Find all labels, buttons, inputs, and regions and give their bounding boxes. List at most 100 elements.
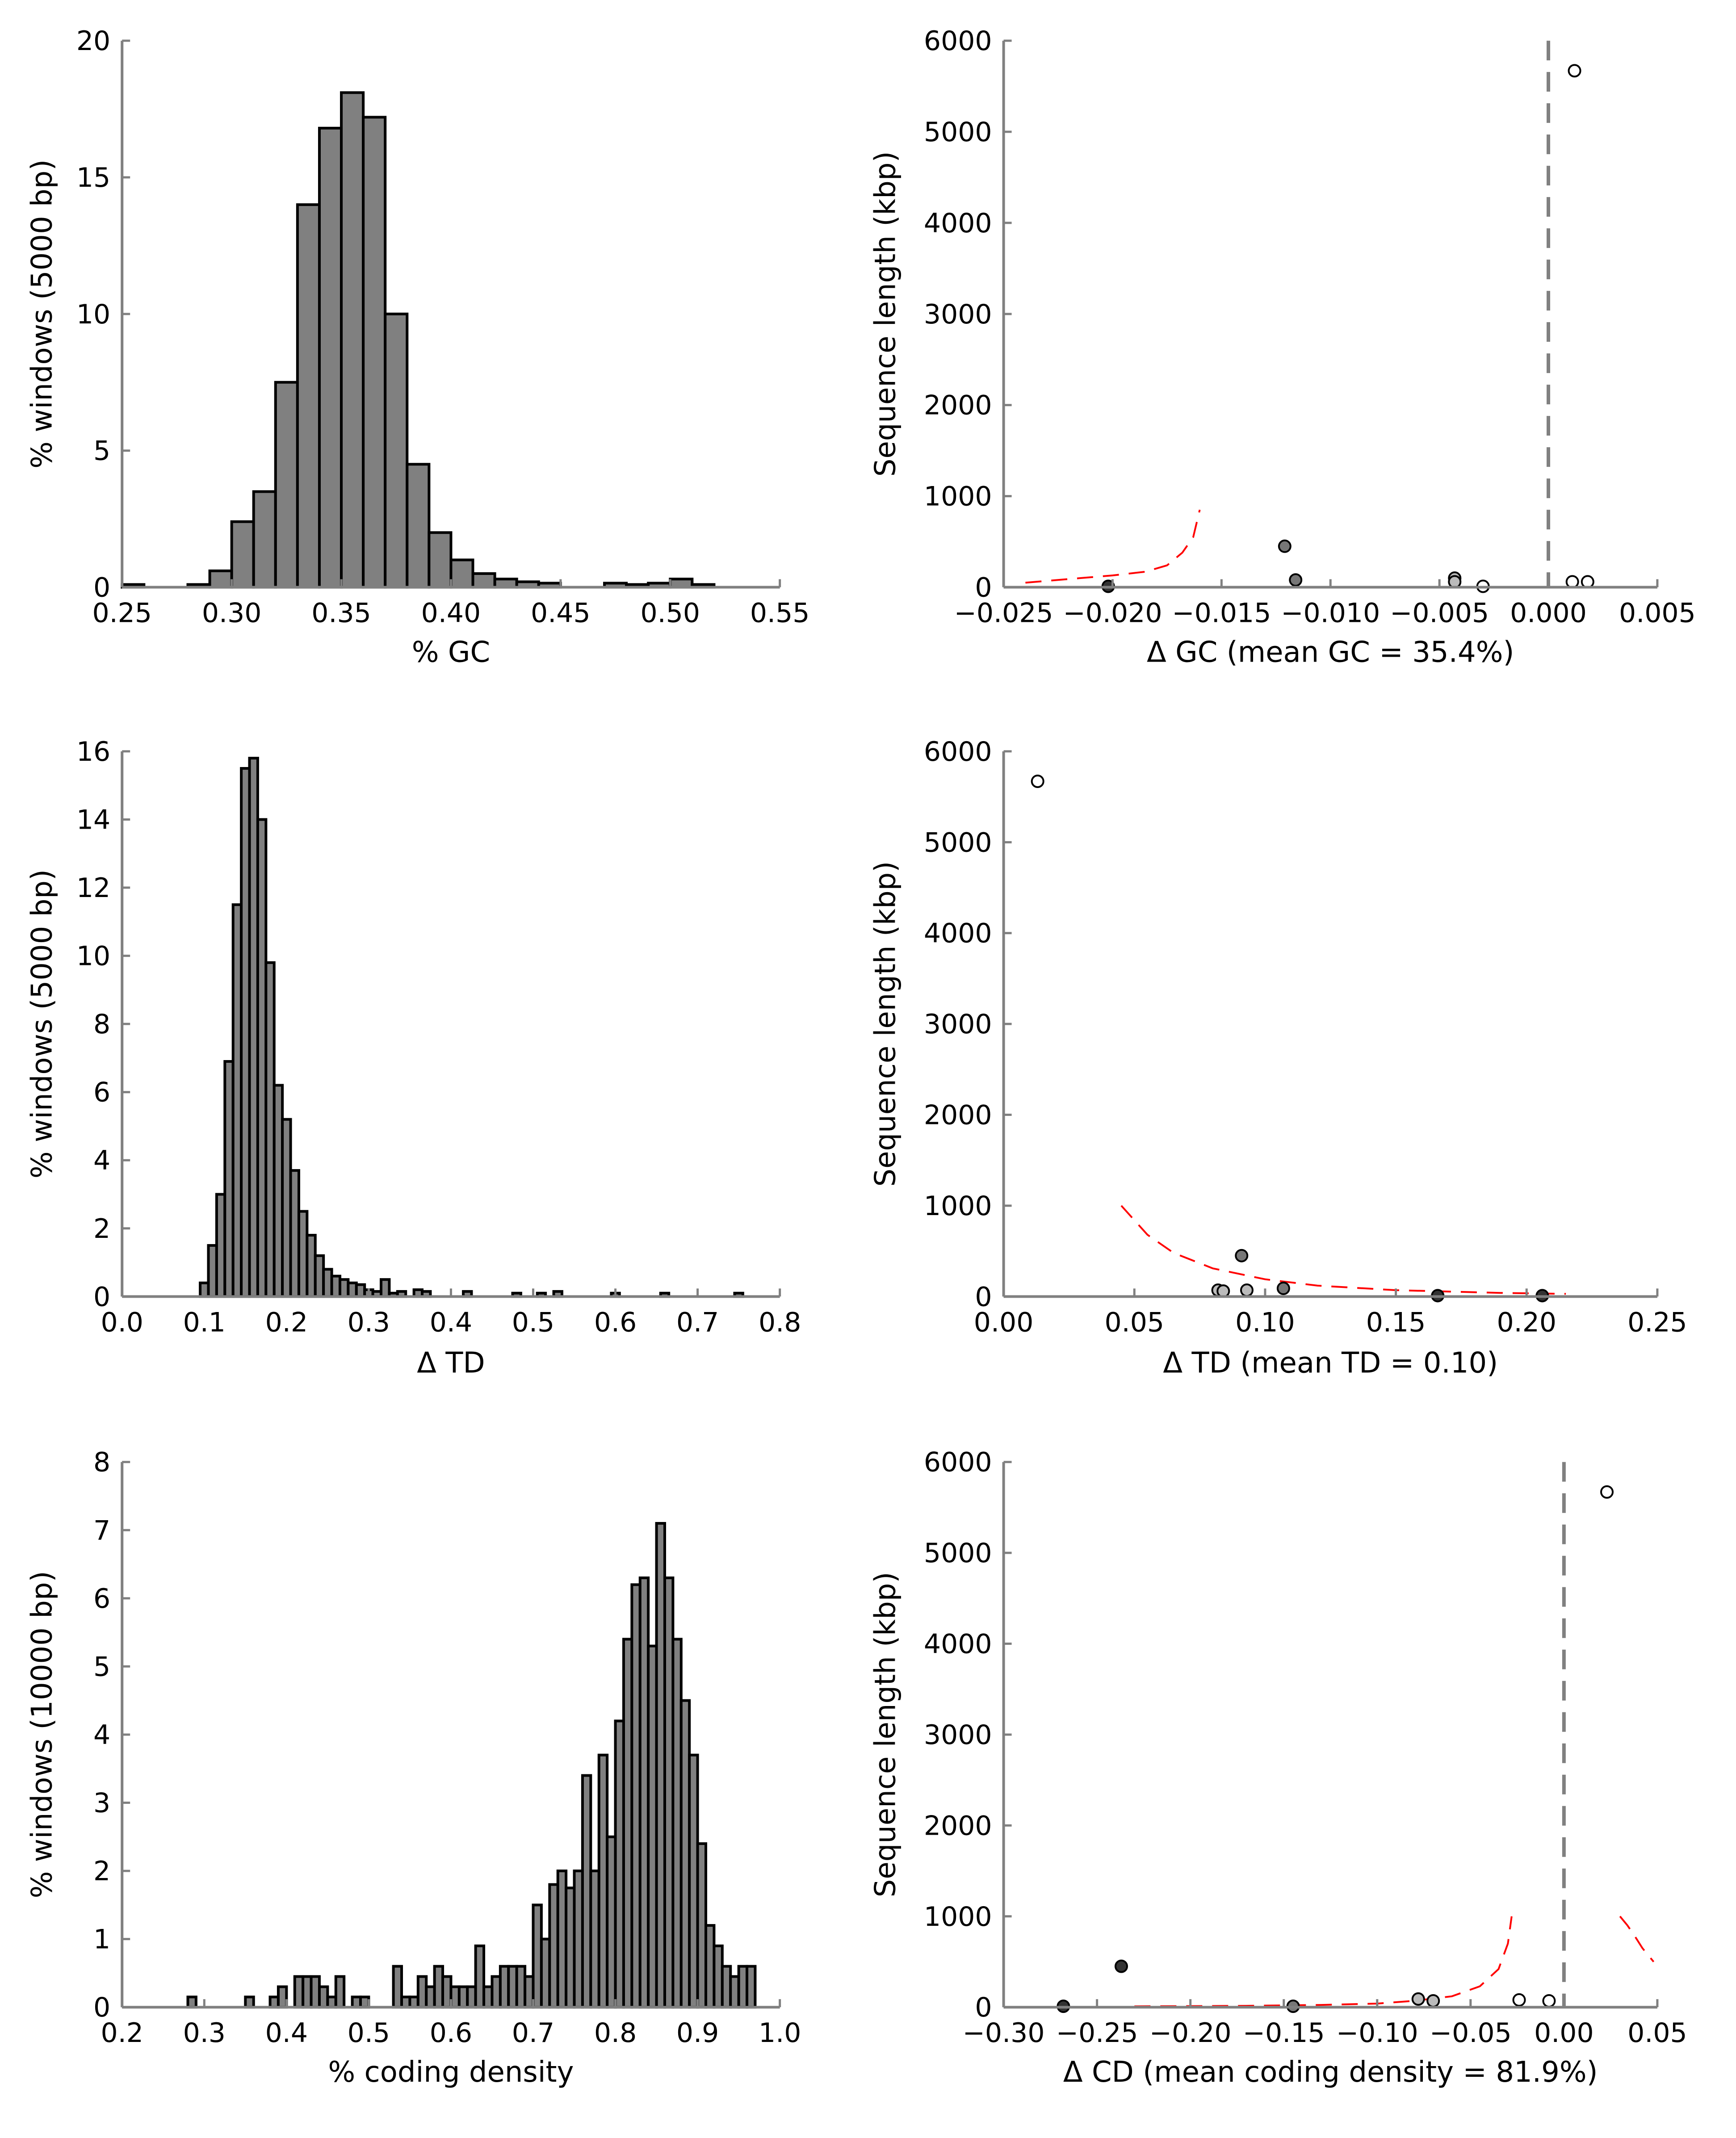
- histogram-bar: [318, 126, 343, 589]
- x-tick-label: −0.20: [1149, 2017, 1232, 2049]
- y-tick-label: 2000: [924, 1810, 992, 1841]
- y-tick-label: 8: [93, 1009, 110, 1040]
- y-axis-label: % windows (10000 bp): [25, 1571, 59, 1899]
- y-tick-label: 4000: [924, 918, 992, 949]
- scatter-point: [1240, 1283, 1254, 1297]
- x-tick-label: 0.5: [348, 2017, 390, 2049]
- x-tick-label: −0.25: [1056, 2017, 1138, 2049]
- scatter-point: [1031, 775, 1044, 788]
- y-axis-label: % windows (5000 bp): [25, 159, 59, 469]
- histogram-bar: [230, 520, 255, 589]
- x-tick-label: 0.6: [594, 1307, 637, 1338]
- y-tick-label: 1000: [924, 1191, 992, 1222]
- y-axis-label: Sequence length (kbp): [869, 1572, 902, 1898]
- x-tick-label: 0.5: [512, 1307, 554, 1338]
- x-tick-label: 0.7: [676, 1307, 719, 1338]
- x-tick-label: 0.55: [750, 598, 810, 629]
- x-tick-label: 0.8: [759, 1307, 801, 1338]
- scatter-point: [1568, 64, 1581, 78]
- y-tick-label: 3000: [924, 1719, 992, 1751]
- histogram-bar: [296, 203, 321, 589]
- y-tick-label: 8: [93, 1447, 110, 1478]
- x-tick-label: 0.3: [348, 1307, 390, 1338]
- x-tick-label: 0.20: [1497, 1307, 1556, 1338]
- scatter-point: [1235, 1249, 1249, 1262]
- y-tick-label: 3000: [924, 1009, 992, 1040]
- x-tick-label: −0.010: [1281, 598, 1380, 629]
- y-tick-label: 0: [975, 1992, 992, 2023]
- y-axis-label: % windows (5000 bp): [25, 869, 59, 1178]
- chart-gc-hist: 0.25 0.30 0.35 0.40 0.45 0.50 0.55 0 5 10 15 20 % GC…: [25, 25, 809, 669]
- trend-curve: [1025, 509, 1201, 584]
- y-tick-label: 5: [93, 436, 110, 467]
- x-tick-label: 0.4: [430, 1307, 472, 1338]
- scatter-point: [1512, 1993, 1526, 2007]
- histogram-bar: [406, 463, 431, 589]
- scatter-point: [1276, 1282, 1290, 1295]
- x-tick-label: 0.4: [265, 2017, 308, 2049]
- x-tick-label: 0.30: [202, 598, 262, 629]
- x-tick-label: −0.020: [1063, 598, 1162, 629]
- histogram-bar: [208, 569, 233, 589]
- y-tick-label: 0: [93, 1992, 110, 2023]
- x-tick-label: −0.30: [963, 2017, 1045, 2049]
- x-axis-label: Δ TD (mean TD = 0.10): [1163, 1346, 1498, 1379]
- y-tick-label: 2000: [924, 390, 992, 421]
- y-tick-label: 0: [975, 572, 992, 604]
- x-tick-label: 0.3: [183, 2017, 226, 2049]
- y-tick-label: 5000: [924, 827, 992, 858]
- y-tick-label: 6000: [924, 25, 992, 57]
- trend-curve: [1619, 1916, 1655, 1962]
- x-tick-label: 0.40: [421, 598, 481, 629]
- histogram-bar: [359, 1995, 370, 2009]
- y-tick-label: 4000: [924, 208, 992, 239]
- histogram-bar: [274, 381, 299, 589]
- y-tick-label: 12: [76, 872, 110, 904]
- x-tick-label: 0.35: [311, 598, 371, 629]
- scatter-point: [1542, 1994, 1556, 2008]
- y-tick-label: 0: [93, 572, 110, 604]
- x-tick-label: 0.00: [1534, 2017, 1594, 2049]
- y-tick-label: 6000: [924, 736, 992, 767]
- x-axis-label: Δ TD: [417, 1346, 485, 1379]
- y-tick-label: 15: [76, 162, 110, 193]
- trend-curve: [1120, 1205, 1566, 1295]
- histogram-bar: [244, 1995, 255, 2009]
- x-tick-label: 0.45: [531, 598, 591, 629]
- x-tick-label: 0.0: [101, 1307, 143, 1338]
- x-tick-label: 0.7: [512, 2017, 554, 2049]
- y-tick-label: 1: [93, 1924, 110, 1955]
- y-tick-label: 1000: [924, 481, 992, 512]
- x-tick-label: 0.00: [974, 1307, 1034, 1338]
- y-tick-label: 2000: [924, 1100, 992, 1131]
- y-tick-label: 6000: [924, 1447, 992, 1478]
- y-tick-label: 0: [93, 1281, 110, 1312]
- x-tick-label: 0.2: [101, 2017, 143, 2049]
- x-tick-label: 0.25: [1627, 1307, 1687, 1338]
- y-tick-label: 2: [93, 1213, 110, 1245]
- x-tick-label: −0.015: [1172, 598, 1271, 629]
- y-tick-label: 5: [93, 1651, 110, 1682]
- scatter-point: [1565, 575, 1579, 589]
- y-tick-label: 3: [93, 1788, 110, 1819]
- scatter-point: [1216, 1284, 1230, 1298]
- y-tick-label: 10: [76, 299, 110, 330]
- histogram-bar: [362, 116, 387, 589]
- y-axis-label: Sequence length (kbp): [869, 151, 902, 477]
- y-tick-label: 6: [93, 1583, 110, 1614]
- scatter-point: [1581, 575, 1594, 589]
- histogram-bar: [277, 1985, 288, 2009]
- y-tick-label: 10: [76, 941, 110, 972]
- x-tick-label: 0.05: [1627, 2017, 1687, 2049]
- x-tick-label: 0.15: [1366, 1307, 1426, 1338]
- scatter-point: [1426, 1994, 1440, 2008]
- y-tick-label: 3000: [924, 299, 992, 330]
- scatter-point: [1114, 1959, 1128, 1973]
- histogram-bar: [252, 490, 277, 589]
- x-tick-label: 0.005: [1619, 598, 1696, 629]
- y-tick-label: 20: [76, 25, 110, 57]
- x-tick-label: 0.8: [594, 2017, 637, 2049]
- x-tick-label: −0.05: [1430, 2017, 1512, 2049]
- x-tick-label: 0.9: [676, 2017, 719, 2049]
